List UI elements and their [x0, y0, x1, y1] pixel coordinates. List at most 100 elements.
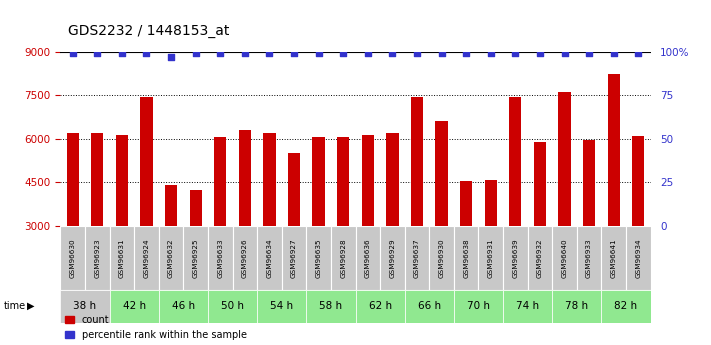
Legend: count, percentile rank within the sample: count, percentile rank within the sample	[65, 315, 247, 340]
Text: GSM96633: GSM96633	[218, 238, 223, 278]
Bar	[214, 137, 226, 226]
Bar	[602, 290, 651, 323]
Bar	[282, 226, 306, 290]
Text: GSM96928: GSM96928	[340, 238, 346, 278]
Point	[510, 51, 521, 56]
Point	[559, 51, 570, 56]
Bar	[503, 290, 552, 323]
Text: GSM96639: GSM96639	[513, 238, 518, 278]
Point	[534, 51, 545, 56]
Bar	[479, 226, 503, 290]
Point	[67, 51, 78, 56]
Bar	[528, 226, 552, 290]
Point	[215, 51, 226, 56]
Bar	[60, 226, 85, 290]
Text: GSM96638: GSM96638	[463, 238, 469, 278]
Bar	[85, 226, 109, 290]
Bar	[67, 133, 79, 226]
Text: GSM96932: GSM96932	[537, 238, 543, 278]
Text: GSM96630: GSM96630	[70, 238, 76, 278]
Text: GSM96934: GSM96934	[635, 238, 641, 278]
Bar	[380, 226, 405, 290]
Bar	[552, 226, 577, 290]
Text: time: time	[4, 301, 26, 311]
Bar	[165, 185, 177, 226]
Bar	[405, 226, 429, 290]
Bar	[577, 226, 602, 290]
Text: 38 h: 38 h	[73, 301, 97, 311]
Bar	[405, 290, 454, 323]
Bar	[534, 142, 546, 226]
Text: GDS2232 / 1448153_at: GDS2232 / 1448153_at	[68, 24, 229, 38]
Point	[387, 51, 398, 56]
Bar	[312, 137, 325, 226]
Point	[608, 51, 619, 56]
Point	[289, 51, 300, 56]
Bar	[331, 226, 356, 290]
Point	[190, 51, 201, 56]
Text: ▶: ▶	[27, 301, 35, 311]
Bar	[159, 290, 208, 323]
Text: GSM96635: GSM96635	[316, 238, 321, 278]
Bar	[503, 226, 528, 290]
Text: 54 h: 54 h	[270, 301, 294, 311]
Point	[239, 51, 250, 56]
Text: 46 h: 46 h	[172, 301, 195, 311]
Bar	[257, 290, 306, 323]
Text: GSM96927: GSM96927	[291, 238, 297, 278]
Bar	[257, 226, 282, 290]
Text: 62 h: 62 h	[368, 301, 392, 311]
Point	[584, 51, 595, 56]
Text: GSM96631: GSM96631	[119, 238, 125, 278]
Bar	[263, 133, 276, 226]
Text: GSM96632: GSM96632	[168, 238, 174, 278]
Bar	[632, 136, 644, 226]
Bar	[429, 226, 454, 290]
Point	[338, 51, 349, 56]
Text: GSM96931: GSM96931	[488, 238, 493, 278]
Bar	[552, 290, 602, 323]
Text: GSM96637: GSM96637	[414, 238, 420, 278]
Bar	[583, 140, 595, 226]
Text: GSM96641: GSM96641	[611, 238, 616, 278]
Bar	[362, 135, 374, 226]
Bar	[386, 133, 399, 226]
Text: GSM96640: GSM96640	[562, 238, 567, 278]
Text: GSM96930: GSM96930	[439, 238, 444, 278]
Bar	[91, 133, 104, 226]
Point	[436, 51, 447, 56]
Bar	[454, 226, 479, 290]
Bar	[60, 290, 109, 323]
Bar	[558, 92, 571, 226]
Bar	[356, 290, 405, 323]
Bar	[411, 97, 423, 226]
Point	[313, 51, 324, 56]
Text: GSM96933: GSM96933	[586, 238, 592, 278]
Bar	[460, 181, 472, 226]
Bar	[435, 121, 448, 226]
Text: GSM96636: GSM96636	[365, 238, 371, 278]
Text: 74 h: 74 h	[516, 301, 539, 311]
Text: GSM96926: GSM96926	[242, 238, 248, 278]
Bar	[337, 137, 349, 226]
Text: GSM96929: GSM96929	[390, 238, 395, 278]
Bar	[306, 290, 356, 323]
Text: 42 h: 42 h	[122, 301, 146, 311]
Bar	[602, 226, 626, 290]
Bar	[306, 226, 331, 290]
Point	[633, 51, 644, 56]
Bar	[239, 130, 251, 226]
Bar	[509, 97, 521, 226]
Point	[141, 51, 152, 56]
Bar	[109, 226, 134, 290]
Bar	[626, 226, 651, 290]
Text: GSM96634: GSM96634	[267, 238, 272, 278]
Bar	[232, 226, 257, 290]
Point	[485, 51, 496, 56]
Bar	[140, 97, 153, 226]
Text: 82 h: 82 h	[614, 301, 638, 311]
Bar	[134, 226, 159, 290]
Text: 50 h: 50 h	[221, 301, 244, 311]
Point	[264, 51, 275, 56]
Text: GSM96925: GSM96925	[193, 238, 198, 278]
